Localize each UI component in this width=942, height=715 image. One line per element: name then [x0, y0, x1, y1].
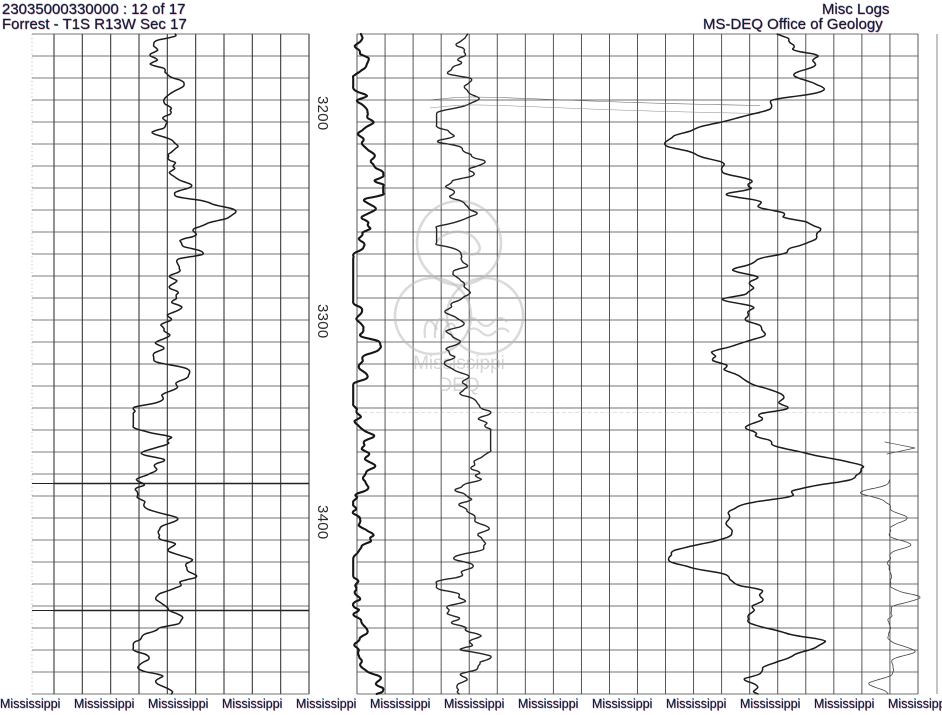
- svg-text:DEQ: DEQ: [438, 375, 479, 396]
- svg-text:Mississippi: Mississippi: [413, 353, 505, 374]
